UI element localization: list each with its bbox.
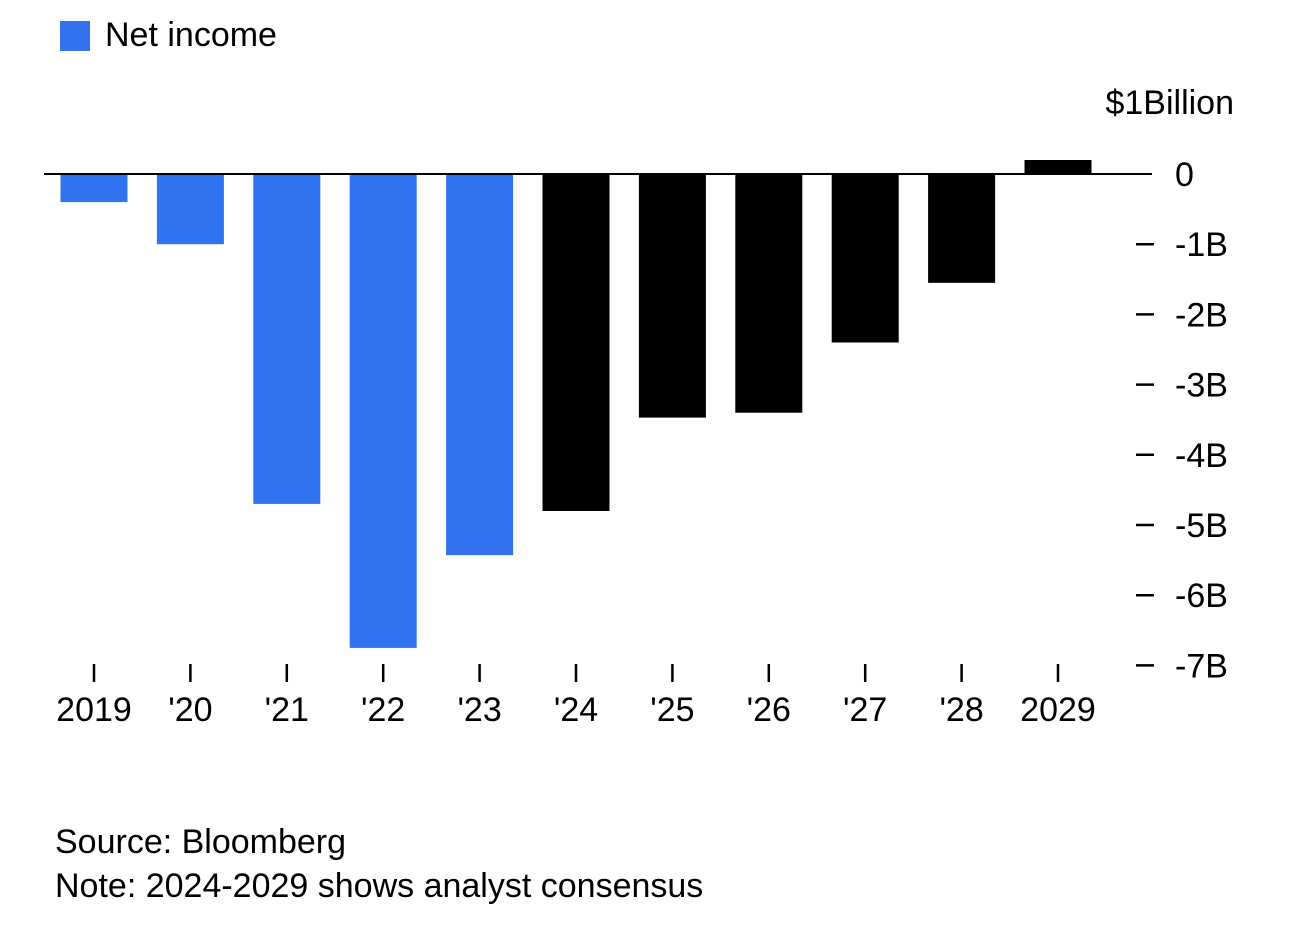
consensus-note: Note: 2024-2029 shows analyst consensus xyxy=(55,867,704,905)
bar-8 xyxy=(831,174,899,343)
y-tick-label-4: -4B xyxy=(1175,437,1228,475)
bar-0 xyxy=(60,174,128,203)
x-tick-label-4: '23 xyxy=(457,691,501,729)
x-tick-label-1: '20 xyxy=(168,691,212,729)
bar-2 xyxy=(253,174,321,504)
y-tick-label-3: -3B xyxy=(1175,367,1228,405)
source-note: Source: Bloomberg xyxy=(55,823,347,861)
x-tick-label-3: '22 xyxy=(361,691,405,729)
legend-swatch xyxy=(60,20,90,51)
x-tick-label-7: '26 xyxy=(747,691,791,729)
x-tick-label-6: '25 xyxy=(650,691,694,729)
bar-6 xyxy=(638,174,706,418)
legend-label: Net income xyxy=(105,16,277,54)
y-tick-label-7: -7B xyxy=(1175,647,1228,685)
legend: Net income xyxy=(60,16,277,55)
y-tick-label-6: -6B xyxy=(1175,577,1228,615)
bar-3 xyxy=(349,174,417,648)
y-tick-label-0: 0 xyxy=(1175,156,1194,194)
x-tick-label-8: '27 xyxy=(843,691,887,729)
bar-5 xyxy=(542,174,610,511)
bar-7 xyxy=(735,174,803,413)
bar-10 xyxy=(1024,160,1092,174)
y-tick-label-1: -1B xyxy=(1175,226,1228,264)
bar-9 xyxy=(928,174,996,283)
bar-4 xyxy=(446,174,514,556)
y-axis-unit-label: $1Billion xyxy=(1105,84,1234,122)
x-tick-label-0: 2019 xyxy=(56,691,132,729)
y-tick-label-5: -5B xyxy=(1175,507,1228,545)
x-tick-label-10: 2029 xyxy=(1020,691,1096,729)
x-tick-label-5: '24 xyxy=(554,691,598,729)
y-tick-label-2: -2B xyxy=(1175,296,1228,334)
x-tick-label-9: '28 xyxy=(939,691,983,729)
bar-1 xyxy=(156,174,224,245)
x-tick-label-2: '21 xyxy=(265,691,309,729)
chart-footer: Source: Bloomberg Note: 2024-2029 shows … xyxy=(55,820,703,908)
